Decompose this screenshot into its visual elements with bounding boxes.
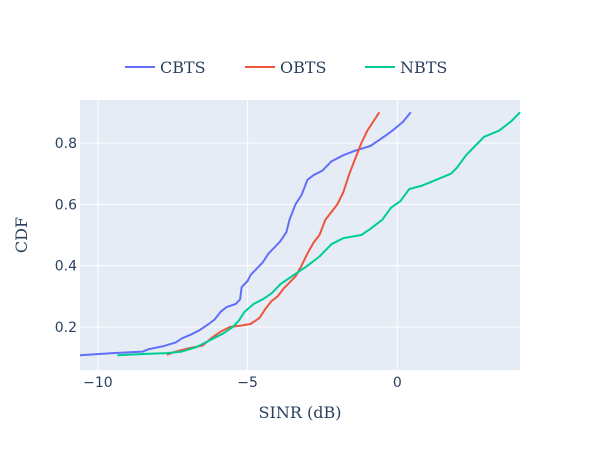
series-line-obts [166, 111, 381, 356]
plot-area [80, 100, 520, 370]
series-layer [79, 111, 521, 357]
y-tick-label: 0.8 [55, 136, 77, 152]
grid [80, 100, 520, 370]
legend-label-obts: OBTS [280, 58, 327, 77]
y-tick-label: 0.6 [55, 197, 77, 213]
ticks: −10 −5 0 0.2 0.4 0.6 0.8 [55, 136, 402, 391]
x-tick-label: −10 [83, 375, 113, 391]
x-tick-label: −5 [237, 375, 258, 391]
x-axis-title: SINR (dB) [259, 403, 342, 422]
y-axis-title: CDF [12, 217, 31, 253]
series-line-nbts [117, 111, 521, 357]
y-tick-label: 0.4 [55, 259, 77, 275]
legend-label-nbts: NBTS [400, 58, 447, 77]
y-tick-label: 0.2 [55, 320, 77, 336]
series-line-cbts [79, 111, 412, 357]
x-tick-label: 0 [393, 375, 402, 391]
legend-label-cbts: CBTS [160, 58, 206, 77]
legend: CBTS OBTS NBTS [125, 58, 447, 77]
